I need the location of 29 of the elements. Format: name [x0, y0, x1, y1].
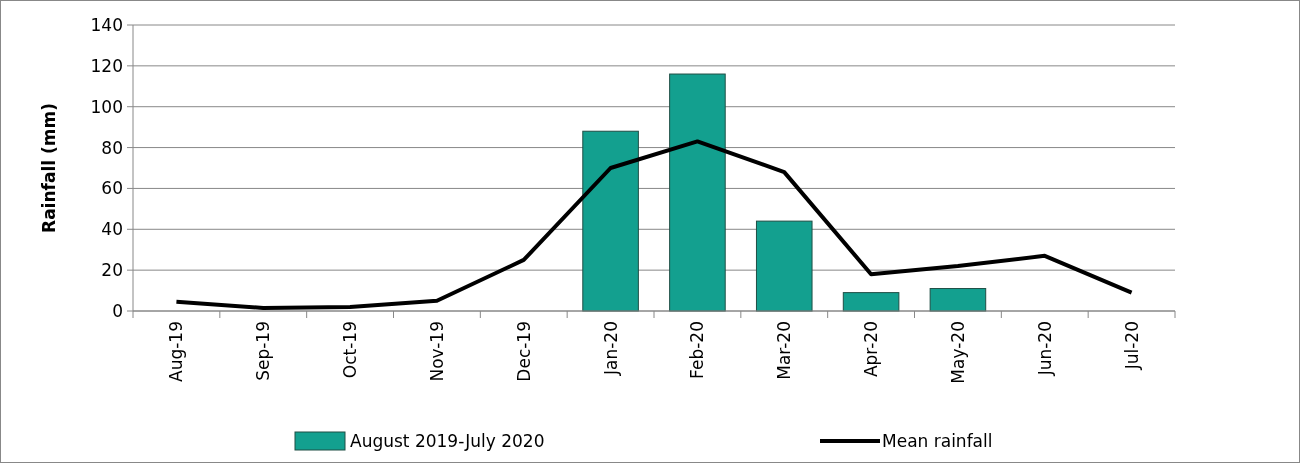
- bar: [842, 292, 900, 312]
- x-tick-label: Jun-20: [1034, 321, 1055, 377]
- x-tick-label: Nov-19: [426, 321, 447, 382]
- y-tick-label: 0: [112, 300, 123, 321]
- x-tick-label: Jul-20: [1121, 321, 1142, 371]
- legend-label: Mean rainfall: [882, 430, 993, 451]
- bar: [929, 288, 987, 312]
- y-tick-label: 40: [101, 219, 123, 240]
- x-tick-label: Sep-19: [253, 321, 274, 381]
- x-tick-label: Apr-20: [861, 321, 882, 378]
- bar: [582, 130, 639, 312]
- x-tick-label: Jan-20: [600, 321, 621, 376]
- x-tick-label: Feb-20: [687, 321, 708, 379]
- x-tick-label: Aug-19: [166, 321, 187, 382]
- y-tick-label: 80: [101, 137, 123, 158]
- y-tick-label: 120: [90, 55, 123, 76]
- x-tick-label: Oct-19: [340, 321, 361, 379]
- x-tick-label: Mar-20: [774, 321, 795, 380]
- y-tick-label: 140: [90, 14, 123, 35]
- y-tick-label: 100: [90, 96, 123, 117]
- bar: [669, 73, 726, 312]
- y-tick-label: 60: [101, 178, 123, 199]
- legend-label: August 2019-July 2020: [350, 430, 545, 451]
- y-axis-title: Rainfall (mm): [39, 103, 59, 233]
- y-tick-label: 20: [101, 260, 123, 281]
- x-tick-label: May-20: [947, 321, 968, 384]
- bar: [755, 220, 813, 312]
- x-tick-label: Dec-19: [513, 321, 534, 382]
- line-series: [174, 139, 1134, 310]
